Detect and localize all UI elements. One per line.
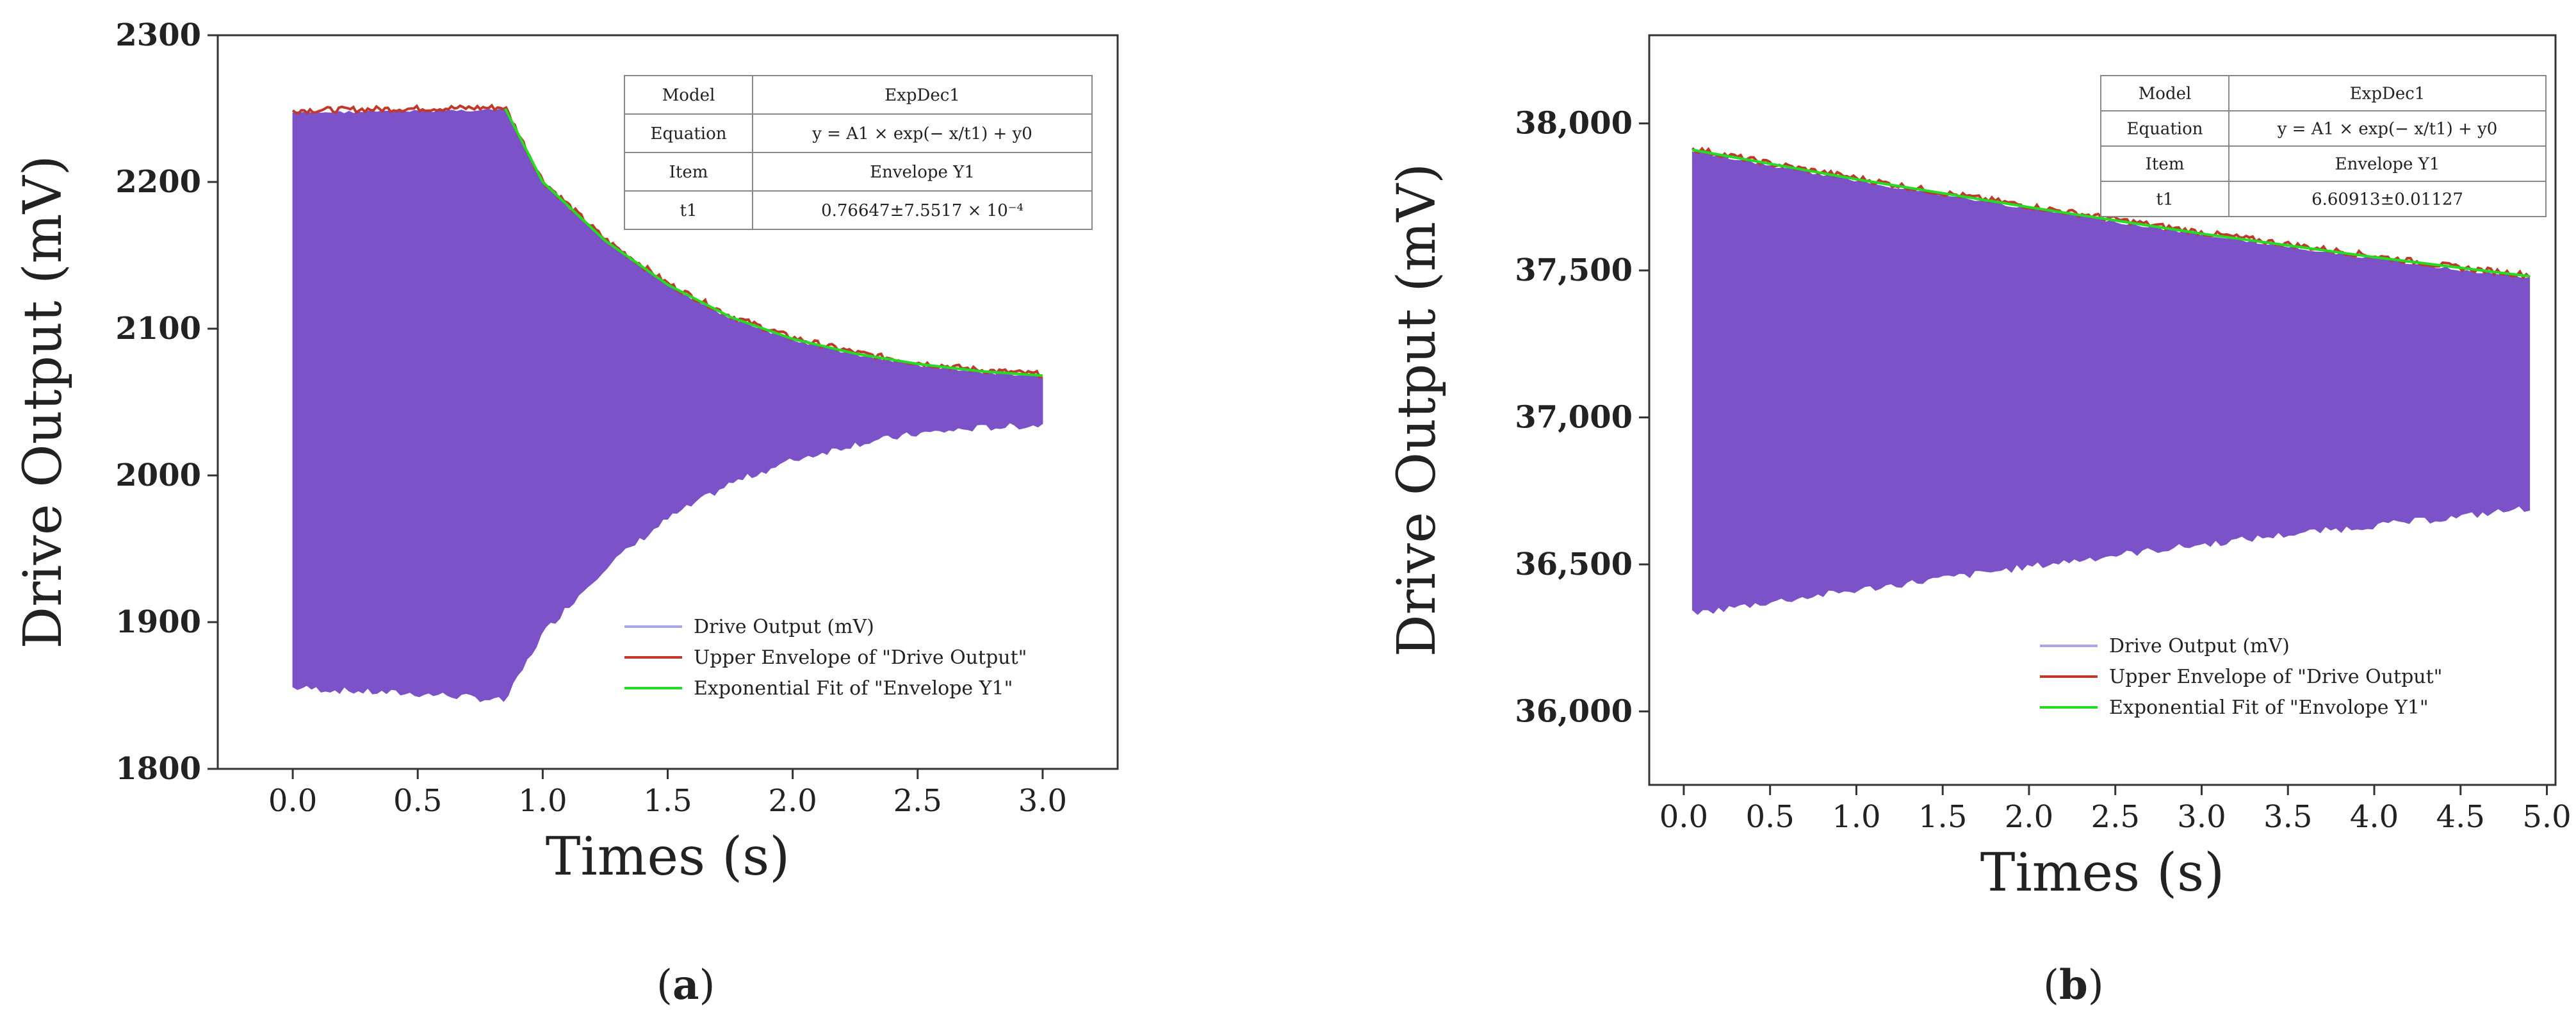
x-tick-label: 0.5 bbox=[1745, 799, 1794, 835]
chart-a-svg: 0.0 0.5 1.0 1.5 2.0 2.5 3.0 1800 1900 2000 2100 220… bbox=[13, 17, 1119, 887]
x-tick-label: 1.0 bbox=[1832, 799, 1880, 835]
x-tick-label: 0.0 bbox=[268, 783, 317, 819]
exponential-fit-line bbox=[1692, 148, 2530, 278]
table-key-cell: Item bbox=[2146, 155, 2185, 174]
table-key-cell: t1 bbox=[2156, 190, 2174, 210]
y-tick-label: 37,000 bbox=[1515, 399, 1633, 435]
chart-panel-b: 0.0 0.5 1.0 1.5 2.0 2.5 3.0 3.5 4.0 4.5 5.0 36,000 3… bbox=[1371, 0, 2576, 1029]
plot-frame bbox=[1648, 34, 2557, 786]
legend-label: Exponential Fit of "Envelope Y1" bbox=[694, 677, 1013, 700]
caption-a-letter: a bbox=[672, 961, 699, 1009]
table-value-cell: y = A1 × exp(− x/t1) + y0 bbox=[811, 124, 1032, 144]
table-key-cell: Model bbox=[662, 86, 715, 105]
drive-output-signal bbox=[1692, 151, 2531, 615]
chart-b-svg: 0.0 0.5 1.0 1.5 2.0 2.5 3.0 3.5 4.0 4.5 5.0 36,000 3… bbox=[1387, 34, 2572, 903]
y-axis-label: Drive Output (mV) bbox=[13, 155, 74, 648]
y-tick-label: 36,000 bbox=[1515, 693, 1633, 729]
caption-b: (b) bbox=[2043, 961, 2104, 1009]
x-tick-label: 4.0 bbox=[2350, 799, 2399, 835]
x-tick-label: 3.0 bbox=[2177, 799, 2226, 835]
x-tick-label: 4.5 bbox=[2436, 799, 2485, 835]
table-key-cell: Equation bbox=[2126, 120, 2203, 139]
table-key-cell: Model bbox=[2139, 85, 2192, 104]
x-tick-label: 0.0 bbox=[1659, 799, 1708, 835]
x-axis-label: Times (s) bbox=[546, 827, 790, 887]
x-tick-label: 2.5 bbox=[2091, 799, 2140, 835]
legend-label: Upper Envelope of "Drive Output" bbox=[694, 646, 1027, 669]
table-value-cell: 0.76647±7.5517 × 10⁻⁴ bbox=[821, 201, 1023, 220]
table-key-cell: Equation bbox=[650, 124, 726, 144]
table-value-cell: ExpDec1 bbox=[2350, 85, 2425, 104]
exponential-fit-line bbox=[504, 108, 1043, 377]
y-tick-label: 37,500 bbox=[1515, 252, 1633, 288]
y-axis-label: Drive Output (mV) bbox=[1387, 163, 1447, 657]
table-value-cell: y = A1 × exp(− x/t1) + y0 bbox=[2277, 120, 2498, 139]
x-tick-label: 1.5 bbox=[1918, 799, 1967, 835]
table-value-cell: Envelope Y1 bbox=[2335, 155, 2440, 174]
x-tick-label: 5.0 bbox=[2522, 799, 2571, 835]
table-key-cell: t1 bbox=[680, 201, 697, 220]
caption-a: (a) bbox=[656, 961, 715, 1009]
y-tick-label: 38,000 bbox=[1515, 106, 1633, 142]
table-key-cell: Item bbox=[669, 163, 708, 182]
caption-b-letter: b bbox=[2058, 961, 2088, 1009]
legend-label: Exponential Fit of "Envolope Y1" bbox=[2109, 696, 2429, 719]
y-tick-label: 2100 bbox=[115, 311, 201, 347]
y-tick-label: 2000 bbox=[115, 457, 201, 493]
y-tick-label: 2300 bbox=[115, 17, 201, 53]
legend-label: Upper Envelope of "Drive Output" bbox=[2109, 666, 2442, 688]
x-tick-label: 1.5 bbox=[643, 783, 692, 819]
table-value-cell: Envelope Y1 bbox=[870, 163, 975, 182]
y-tick-label: 1800 bbox=[115, 751, 201, 787]
y-tick-label: 1900 bbox=[115, 604, 201, 640]
legend-label: Drive Output (mV) bbox=[2109, 635, 2290, 657]
table-value-cell: ExpDec1 bbox=[884, 86, 960, 105]
y-tick-label: 36,500 bbox=[1515, 547, 1633, 582]
x-tick-label: 2.0 bbox=[2005, 799, 2053, 835]
x-tick-label: 0.5 bbox=[393, 783, 442, 819]
x-tick-label: 2.0 bbox=[768, 783, 817, 819]
table-value-cell: 6.60913±0.01127 bbox=[2311, 190, 2463, 210]
x-tick-label: 3.5 bbox=[2263, 799, 2312, 835]
x-tick-label: 1.0 bbox=[518, 783, 567, 819]
y-tick-label: 2200 bbox=[115, 164, 201, 200]
x-tick-label: 2.5 bbox=[893, 783, 942, 819]
x-axis-label: Times (s) bbox=[1980, 843, 2224, 903]
legend-label: Drive Output (mV) bbox=[694, 616, 874, 638]
chart-panel-a: 0.0 0.5 1.0 1.5 2.0 2.5 3.0 1800 1900 2000 2100 220… bbox=[0, 0, 1281, 1029]
x-tick-label: 3.0 bbox=[1018, 783, 1067, 819]
